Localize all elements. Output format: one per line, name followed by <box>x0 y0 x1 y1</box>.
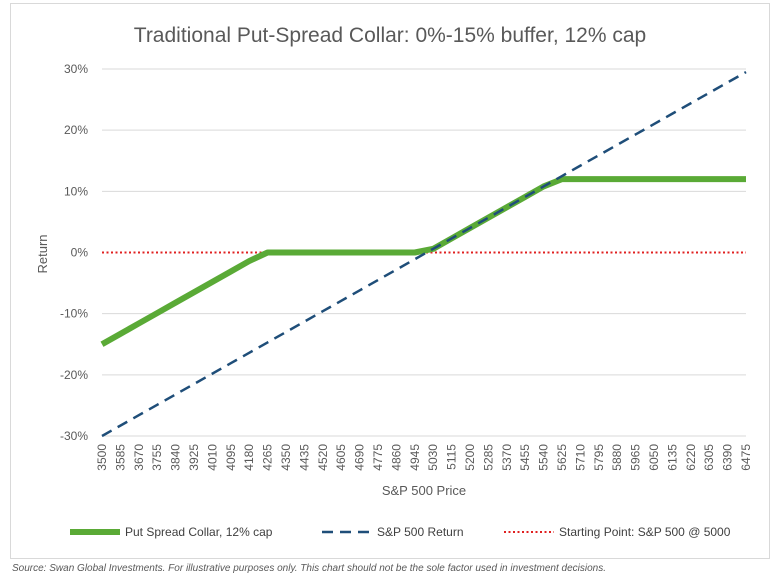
x-tick-label: 4690 <box>353 444 367 471</box>
x-tick-label: 5370 <box>500 444 514 471</box>
x-tick-label: 6220 <box>684 444 698 471</box>
x-tick-label: 3670 <box>132 444 146 471</box>
chart-frame: Traditional Put-Spread Collar: 0%-15% bu… <box>10 3 770 559</box>
series-line-1 <box>101 70 747 438</box>
x-tick-label: 5880 <box>610 444 624 471</box>
legend-label: Put Spread Collar, 12% cap <box>125 525 273 539</box>
y-tick-label: 0% <box>71 246 89 260</box>
legend: Put Spread Collar, 12% cap S&P 500 Return… <box>70 525 731 539</box>
x-tick-label: 3755 <box>150 444 164 471</box>
y-tick-label: -30% <box>60 429 88 443</box>
x-tick-label: 5030 <box>426 444 440 471</box>
x-tick-label: 4605 <box>334 444 348 471</box>
x-tick-label: 6135 <box>665 444 679 471</box>
chart-svg: Traditional Put-Spread Collar: 0%-15% bu… <box>35 24 753 539</box>
x-tick-label: 6305 <box>702 444 716 471</box>
x-tick-label: 6050 <box>647 444 661 471</box>
legend-label: S&P 500 Return <box>377 525 464 539</box>
chart-title: Traditional Put-Spread Collar: 0%-15% bu… <box>134 24 646 47</box>
series-line-0 <box>100 176 746 347</box>
gridlines <box>102 68 746 437</box>
x-tick-label: 5200 <box>463 444 477 471</box>
x-axis-ticks: 3500 3585 3670 3755 3840 3925 4010 4095 4180 4265… <box>95 444 753 471</box>
source-note: Source: Swan Global Investments. For ill… <box>12 563 606 574</box>
x-axis-title: S&P 500 Price <box>382 483 466 498</box>
x-tick-label: 4180 <box>242 444 256 471</box>
y-axis-ticks: 30% 20% 10% 0% -10% -20% -30% <box>60 62 88 443</box>
x-tick-label: 4265 <box>261 444 275 471</box>
x-tick-label: 6390 <box>721 444 735 471</box>
x-tick-label: 5625 <box>555 444 569 471</box>
legend-label: Starting Point: S&P 500 @ 5000 <box>559 525 731 539</box>
x-tick-label: 3840 <box>169 444 183 471</box>
x-tick-label: 5115 <box>445 444 459 470</box>
series-lines <box>100 70 747 438</box>
y-tick-label: 30% <box>64 62 88 76</box>
y-tick-label: -10% <box>60 307 88 321</box>
y-tick-label: -20% <box>60 368 88 382</box>
x-tick-label: 4010 <box>205 444 219 471</box>
x-tick-label: 4095 <box>224 444 238 471</box>
x-tick-label: 4350 <box>279 444 293 471</box>
y-tick-label: 10% <box>64 184 88 198</box>
x-tick-label: 4775 <box>371 444 385 471</box>
x-tick-label: 5710 <box>573 444 587 471</box>
x-tick-label: 5795 <box>592 444 606 471</box>
x-tick-label: 3585 <box>113 444 127 471</box>
x-tick-label: 5965 <box>629 444 643 471</box>
x-tick-label: 6475 <box>739 444 753 471</box>
y-axis-title: Return <box>35 234 50 273</box>
x-tick-label: 4860 <box>389 444 403 471</box>
x-tick-label: 4435 <box>297 444 311 471</box>
x-tick-label: 5455 <box>518 444 532 471</box>
x-tick-label: 4520 <box>316 444 330 471</box>
x-tick-label: 3925 <box>187 444 201 471</box>
x-tick-label: 3500 <box>95 444 109 471</box>
x-tick-label: 5285 <box>481 444 495 471</box>
y-tick-label: 20% <box>64 123 88 137</box>
x-tick-label: 5540 <box>537 444 551 471</box>
x-tick-label: 4945 <box>408 444 422 471</box>
